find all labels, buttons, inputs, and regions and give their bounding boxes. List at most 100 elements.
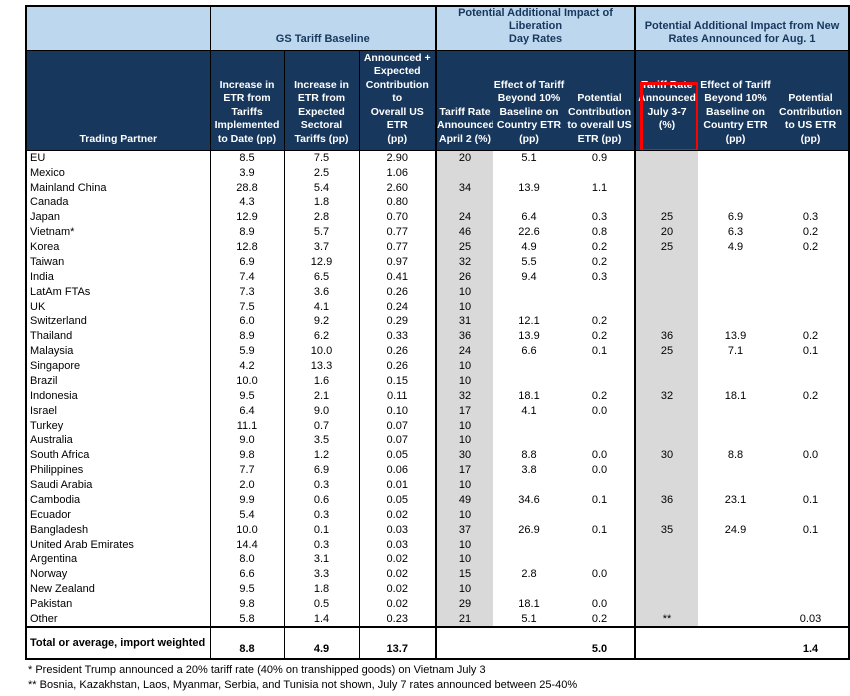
cell: 0.23 [358,611,436,628]
cell [634,373,698,389]
cell [634,477,698,493]
row-label: Norway [30,568,68,581]
cell: 0.2 [802,330,819,343]
cell: 0.2 [591,330,608,343]
column-header-effect-aug1: Effect of Tariff Beyond 10% Baseline on … [698,50,773,151]
cell: 0.8 [591,226,608,239]
cell: 0.2 [591,315,608,328]
table-row: Norway 6.6 3.3 0.02 15 2.8 0.0 [26,567,849,582]
cell [634,507,698,523]
row-label: Malaysia [30,345,74,358]
cell: 1.8 [283,195,359,211]
cell [773,374,849,389]
cell: 6.9 [283,463,359,478]
cell [634,418,698,434]
cell: 6.9 [727,211,744,224]
total-cell: 5.0 [565,626,635,660]
cell: 0.26 [358,344,436,359]
row-label: UK [30,300,46,313]
cell [493,537,565,552]
table-body: EU 8.5 7.5 2.90 20 5.1 0.9 Mexico 3.9 2.5 1.06 Main… [26,150,849,628]
cell: 32 [435,388,493,404]
total-cell: 13.7 [358,626,436,660]
cell [565,374,635,389]
table-row: Mainland China 28.8 5.4 2.60 34 13.9 1.1 [26,180,849,196]
cell [773,597,849,612]
cell: 0.5 [283,596,359,612]
cell [493,418,565,433]
row-label: Australia [30,434,73,447]
cell: 6.5 [283,269,359,285]
cell [698,404,773,419]
cell [634,314,698,330]
cell: 0.0 [802,449,819,462]
cell [634,552,698,568]
cell [773,418,849,433]
row-label: Korea [30,241,60,254]
row-label: New Zealand [30,583,95,596]
cell: 0.1 [283,522,359,538]
column-header-contribution-libday: Potential Contribution to overall US ETR… [565,50,635,151]
cell: 3.5 [283,433,359,449]
cell: 6.3 [727,226,744,239]
cell: 3.9 [209,165,284,181]
cell: 10 [435,299,493,315]
column-header-announced-expected: Announced + Expected Contribution to Ove… [358,50,436,151]
row-label: Argentina [30,553,78,566]
cell [634,537,698,553]
cell: 8.5 [209,150,284,166]
footnote-july7: ** Bosnia, Kazakhstan, Laos, Myanmar, Se… [28,679,578,692]
cell: 26 [435,269,493,285]
table-row: Cambodia 9.9 0.6 0.05 49 34.6 0.1 36 23.1 0.1 [26,492,849,508]
highlight-red-box [640,82,698,150]
table-row: Turkey 11.1 0.7 0.07 10 [26,418,849,434]
cell: 32 [435,254,493,270]
cell: 0.02 [358,507,436,523]
cell: 3.6 [283,284,359,300]
cell: 0.07 [358,433,436,449]
total-cell: 1.4 [773,626,850,660]
cell [493,374,565,389]
cell: 2.60 [358,180,436,196]
cell: 10 [435,418,493,434]
table-row: Bangladesh 10.0 0.1 0.03 37 26.9 0.1 35 24.9 0.1 [26,522,849,538]
cell: 5.4 [209,507,284,523]
cell: 34 [435,180,493,196]
cell: 28.8 [209,180,284,196]
table-row: United Arab Emirates 14.4 0.3 0.03 10 [26,537,849,553]
row-label: Indonesia [30,389,78,402]
cell: 1.6 [283,373,359,389]
cell [773,537,849,552]
cell: 23.1 [724,493,747,506]
cell [698,597,773,612]
cell: 15 [435,567,493,582]
cell [634,403,698,419]
cell: 37 [435,522,493,538]
total-cell [634,626,698,660]
cell [634,433,698,449]
row-label: Brazil [30,374,58,387]
cell [773,359,849,374]
cell [634,165,698,181]
group-header-row: GS Tariff Baseline Potential Additional … [26,6,850,51]
row-label: United Arab Emirates [30,538,134,551]
cell: 13.9 [518,181,540,194]
cell: 1.4 [283,611,359,628]
cell [773,166,849,181]
cell: 9.0 [209,433,284,449]
cell: 35 [634,522,698,538]
cell: 0.1 [591,493,608,506]
row-label: Pakistan [30,598,73,611]
cell [565,537,635,552]
cell [698,418,773,433]
cell: 0.05 [358,448,436,463]
cell: 0.26 [358,284,436,300]
cell [565,582,635,597]
group-header-gs-baseline: GS Tariff Baseline [209,6,436,51]
cell: 10 [435,433,493,449]
column-header-etr-sectoral: Increase in ETR from Expected Sectoral T… [283,50,359,151]
cell: 0.3 [802,211,819,224]
column-header-contribution-aug1: Potential Contribution to US ETR (pp) [773,50,850,151]
cell: 12.9 [209,210,284,225]
cell: 0.1 [802,523,819,536]
